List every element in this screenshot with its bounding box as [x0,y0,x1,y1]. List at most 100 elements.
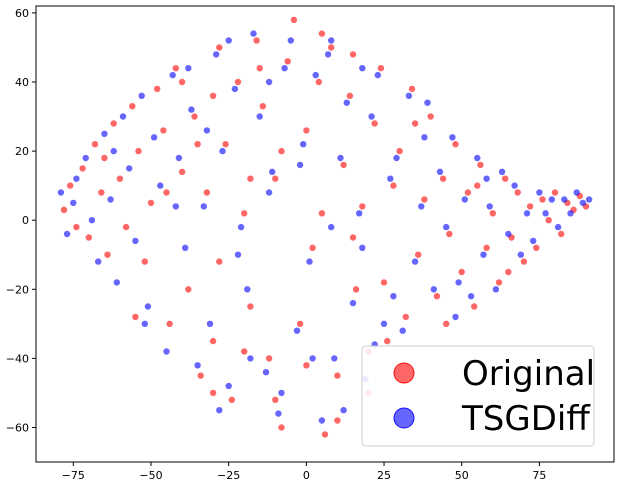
point-original-7 [110,120,117,127]
point-original-26 [228,396,235,403]
point-tsgdiff-89 [203,127,211,134]
point-tsgdiff-63 [455,279,462,286]
point-original-88 [194,141,201,148]
point-tsgdiff-13 [144,303,152,310]
legend-label-original: Original [462,354,595,394]
x-tick-label: −75 [62,469,85,482]
point-tsgdiff-87 [141,320,148,327]
point-tsgdiff-21 [194,362,201,369]
point-tsgdiff-64 [461,196,468,203]
point-tsgdiff-2 [73,175,80,182]
point-original-40 [315,78,322,86]
point-tsgdiff-47 [356,210,363,217]
point-tsgdiff-54 [399,327,406,334]
point-original-87 [163,189,170,196]
point-original-91 [278,147,285,155]
point-tsgdiff-41 [318,417,326,424]
point-original-21 [197,372,204,379]
point-tsgdiff-108 [328,37,335,44]
point-original-106 [209,92,217,100]
point-tsgdiff-32 [262,369,270,376]
point-tsgdiff-5 [95,258,102,265]
point-original-6 [104,251,111,258]
x-tick-label: −50 [139,469,162,482]
point-tsgdiff-99 [216,407,223,414]
point-tsgdiff-19 [182,244,189,251]
point-original-30 [253,37,260,44]
point-tsgdiff-31 [256,113,263,120]
point-tsgdiff-80 [561,196,568,203]
point-tsgdiff-58 [424,99,431,106]
point-tsgdiff-66 [474,154,481,162]
point-tsgdiff-10 [126,165,133,172]
point-tsgdiff-33 [269,168,276,175]
point-original-44 [340,161,347,169]
y-tick-label: −40 [6,352,29,365]
point-original-99 [209,389,217,397]
point-original-4 [91,141,99,148]
point-original-65 [471,303,478,310]
point-original-101 [272,396,279,403]
point-original-66 [477,161,484,169]
plot-frame [35,5,615,463]
point-original-74 [526,203,534,210]
point-tsgdiff-15 [157,182,164,189]
point-original-43 [334,372,341,379]
point-original-72 [514,189,521,196]
point-original-108 [318,30,326,37]
point-tsgdiff-76 [536,189,543,196]
point-tsgdiff-4 [88,217,96,224]
point-tsgdiff-9 [119,113,127,120]
point-original-42 [328,44,335,51]
point-original-8 [116,175,124,182]
point-tsgdiff-49 [368,113,375,120]
y-tick-label: 60 [15,7,29,20]
point-original-19 [185,286,192,293]
point-original-47 [359,203,366,210]
point-original-0 [60,206,68,213]
point-original-31 [259,103,266,110]
point-original-17 [172,65,179,72]
point-original-67 [483,244,490,251]
x-axis: −75 −50 −25 0 25 50 75 [62,462,546,482]
point-tsgdiff-62 [449,134,456,141]
x-tick-label: 50 [455,469,469,482]
point-original-28 [241,210,248,217]
point-tsgdiff-27 [231,85,239,93]
point-tsgdiff-81 [567,210,574,217]
point-tsgdiff-34 [275,410,282,417]
point-original-103 [334,417,341,424]
point-tsgdiff-78 [548,196,555,203]
point-original-59 [433,293,441,300]
point-original-96 [443,320,450,327]
x-tick-label: 25 [377,469,391,482]
legend-marker-original [393,362,415,384]
point-tsgdiff-98 [483,175,490,182]
point-tsgdiff-70 [498,168,506,175]
point-original-23 [209,337,217,345]
point-tsgdiff-79 [554,223,562,231]
point-tsgdiff-92 [296,161,304,169]
point-tsgdiff-109 [359,65,366,72]
point-original-54 [402,313,409,321]
point-original-100 [241,348,248,355]
y-tick-label: −20 [6,283,29,296]
point-original-33 [272,175,279,182]
point-tsgdiff-43 [331,355,338,362]
y-tick-label: −60 [6,421,29,434]
point-tsgdiff-75 [530,237,537,245]
point-tsgdiff-44 [337,154,344,162]
point-tsgdiff-42 [324,51,332,58]
point-tsgdiff-100 [247,355,254,362]
point-tsgdiff-8 [113,279,121,286]
point-original-27 [234,78,242,86]
point-tsgdiff-93 [328,223,335,231]
y-tick-label: 0 [22,214,29,227]
x-tick-label: −25 [217,469,240,482]
point-tsgdiff-56 [411,258,419,265]
point-original-105 [178,78,186,86]
point-original-84 [73,223,80,231]
point-original-50 [377,65,385,72]
point-original-46 [352,286,360,293]
